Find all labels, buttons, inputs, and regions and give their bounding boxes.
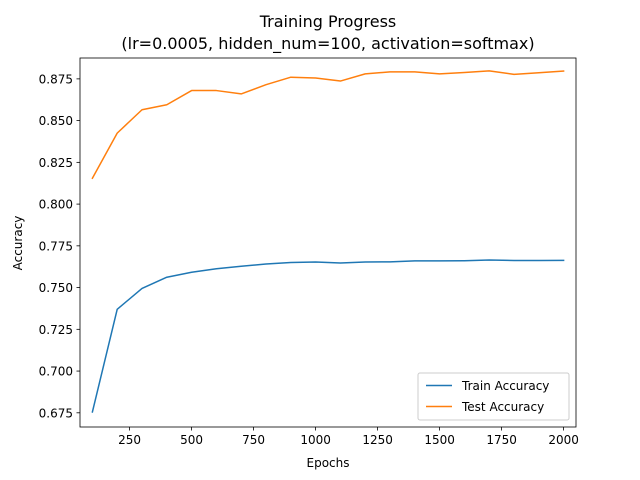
y-tick-label: 0.725	[39, 323, 73, 337]
legend: Train Accuracy Test Accuracy	[417, 372, 570, 421]
y-tick-label: 0.750	[39, 281, 73, 295]
x-tick-label: 250	[118, 433, 141, 447]
chart-subtitle: (lr=0.0005, hidden_num=100, activation=s…	[121, 34, 534, 54]
chart-title: Training Progress	[259, 12, 397, 31]
x-tick-label: 2000	[548, 433, 579, 447]
series-layer	[91, 70, 565, 413]
y-tick-label: 0.800	[39, 198, 73, 212]
y-tick-label: 0.850	[39, 114, 73, 128]
plot-area-frame	[79, 57, 577, 428]
x-tick-label: 500	[180, 433, 203, 447]
x-tick-label: 750	[242, 433, 265, 447]
legend-box	[417, 372, 570, 421]
x-tick-label: 1750	[486, 433, 517, 447]
y-tick-label: 0.675	[39, 406, 73, 420]
y-axis-label: Accuracy	[11, 216, 25, 271]
y-tick-label: 0.875	[39, 72, 73, 86]
x-axis-label: Epochs	[307, 456, 350, 470]
x-tick-label: 1500	[424, 433, 455, 447]
tick-layer: 250 500 750 1000 1250 1500 1750 2000 0.675 0.700 0…	[39, 72, 579, 447]
x-tick-label: 1250	[362, 433, 393, 447]
series-line-train-accuracy	[91, 259, 565, 413]
legend-label-train: Train Accuracy	[461, 379, 549, 393]
x-tick-label: 1000	[300, 433, 331, 447]
series-line-test-accuracy	[91, 70, 565, 180]
legend-label-test: Test Accuracy	[461, 400, 544, 414]
y-tick-label: 0.825	[39, 156, 73, 170]
y-tick-label: 0.775	[39, 239, 73, 253]
y-tick-label: 0.700	[39, 365, 73, 379]
